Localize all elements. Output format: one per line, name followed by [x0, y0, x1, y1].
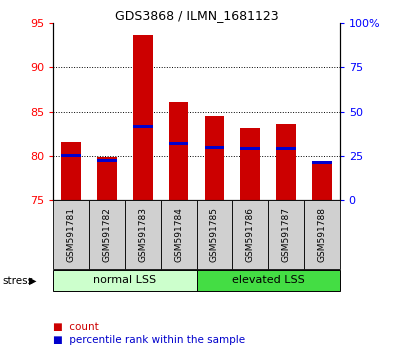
- Bar: [276, 124, 296, 200]
- Bar: [276, 147, 296, 150]
- Text: ▶: ▶: [29, 275, 36, 286]
- Text: ■  percentile rank within the sample: ■ percentile rank within the sample: [53, 335, 245, 345]
- Title: GDS3868 / ILMN_1681123: GDS3868 / ILMN_1681123: [115, 9, 278, 22]
- Text: GSM591782: GSM591782: [103, 207, 111, 262]
- Bar: [205, 116, 224, 200]
- Bar: [97, 159, 117, 162]
- Text: GSM591785: GSM591785: [210, 207, 219, 262]
- Text: GSM591781: GSM591781: [67, 207, 76, 262]
- Text: GSM591786: GSM591786: [246, 207, 255, 262]
- Text: GSM591783: GSM591783: [138, 207, 147, 262]
- Bar: [169, 102, 188, 200]
- Bar: [133, 125, 152, 128]
- Bar: [169, 142, 188, 145]
- Bar: [161, 200, 197, 269]
- Bar: [61, 154, 81, 157]
- Text: elevated LSS: elevated LSS: [232, 275, 305, 285]
- Text: GSM591784: GSM591784: [174, 207, 183, 262]
- Bar: [304, 200, 340, 269]
- Bar: [205, 146, 224, 149]
- Bar: [89, 200, 125, 269]
- Bar: [97, 156, 117, 200]
- Bar: [197, 270, 340, 291]
- Bar: [241, 147, 260, 150]
- Bar: [53, 270, 197, 291]
- Text: ■  count: ■ count: [53, 322, 99, 332]
- Bar: [232, 200, 268, 269]
- Text: GSM591787: GSM591787: [282, 207, 290, 262]
- Text: normal LSS: normal LSS: [93, 275, 156, 285]
- Bar: [61, 142, 81, 200]
- Bar: [125, 200, 161, 269]
- Bar: [268, 200, 304, 269]
- Bar: [312, 161, 332, 164]
- Bar: [133, 35, 152, 200]
- Text: GSM591788: GSM591788: [317, 207, 326, 262]
- Bar: [241, 129, 260, 200]
- Bar: [53, 200, 89, 269]
- Bar: [312, 163, 332, 200]
- Bar: [197, 200, 232, 269]
- Text: stress: stress: [2, 275, 33, 286]
